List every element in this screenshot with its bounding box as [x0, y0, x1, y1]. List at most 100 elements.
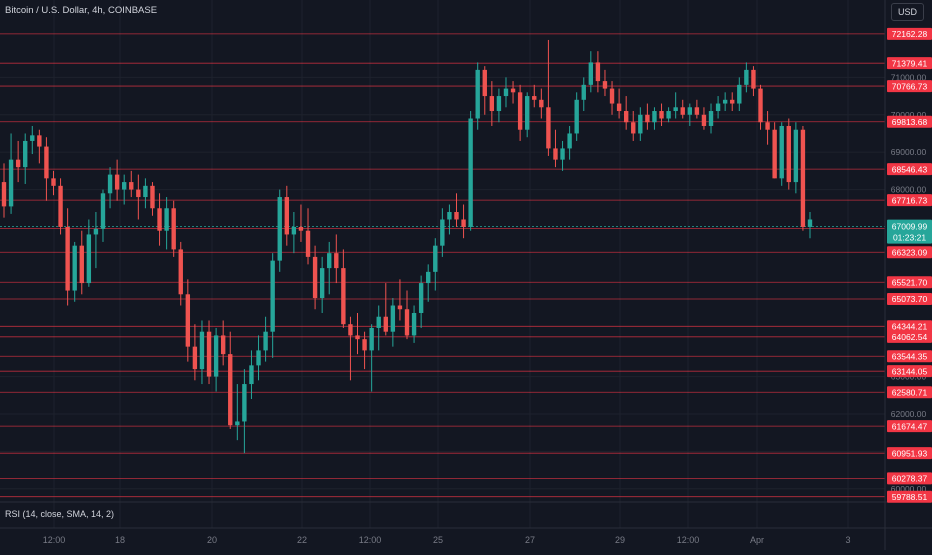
current-price-bg [887, 219, 932, 244]
candle-body [8, 159, 14, 207]
candle [65, 208, 70, 306]
candle-body [475, 69, 480, 119]
candle-body [602, 81, 608, 89]
y-tick-label: 69000.00 [891, 147, 927, 157]
level-label-bg [887, 276, 932, 289]
candle-body [291, 226, 297, 235]
candle-body [532, 96, 537, 100]
level-label-text: 72162.28 [892, 29, 928, 39]
candle [553, 129, 558, 168]
candle [228, 331, 233, 429]
level-label-text: 66323.09 [892, 247, 928, 257]
candle-body [305, 230, 311, 257]
level-price-label: 72162.28 [887, 27, 932, 40]
level-label-text: 68546.43 [892, 164, 928, 174]
level-label-bg [887, 490, 932, 503]
x-tick-label: 20 [207, 535, 217, 545]
candle-body [567, 133, 572, 149]
x-tick-label: 12:00 [677, 535, 700, 545]
candle-body [694, 107, 700, 115]
candle [525, 92, 530, 138]
candle [79, 230, 84, 295]
candle [722, 92, 728, 112]
candle [708, 103, 714, 134]
currency-selector[interactable]: USD [891, 3, 924, 21]
candle-body [30, 135, 35, 141]
candle-body [65, 226, 70, 291]
candle [440, 208, 445, 257]
candle [30, 125, 35, 155]
level-price-label: 59788.51 [887, 490, 932, 503]
candle [468, 111, 473, 231]
candle [51, 170, 56, 196]
candle [277, 189, 282, 272]
level-label-bg [887, 57, 932, 70]
candle-body [581, 84, 586, 100]
candle [58, 178, 63, 235]
candle [376, 305, 381, 351]
level-label-bg [887, 80, 932, 93]
candle-body [793, 129, 799, 183]
level-label-bg [887, 386, 932, 399]
candle-body [249, 365, 254, 385]
candle-body [100, 193, 106, 229]
candle [263, 316, 268, 362]
candle [185, 279, 191, 362]
candle [397, 279, 403, 321]
candle [694, 99, 700, 119]
candle-body [334, 253, 339, 269]
level-price-label: 63544.35 [887, 350, 932, 363]
candle [334, 234, 339, 284]
candle-body [72, 245, 77, 291]
candle [652, 107, 657, 130]
candle [150, 182, 155, 216]
candle-body [107, 174, 113, 194]
candle [567, 125, 572, 160]
level-label-bg [887, 115, 932, 128]
candle [114, 159, 120, 201]
level-label-text: 71379.41 [892, 58, 928, 68]
candle-body [744, 69, 749, 85]
candle [404, 290, 410, 340]
y-tick-label: 62000.00 [891, 409, 927, 419]
candle-body [129, 182, 134, 190]
candle-body [397, 305, 403, 310]
candle-body [157, 208, 162, 231]
level-label-bg [887, 246, 932, 259]
candle-body [376, 316, 381, 328]
level-label-text: 67716.73 [892, 195, 928, 205]
level-price-label: 64344.21 [887, 320, 932, 333]
candle [433, 238, 438, 291]
candle [23, 133, 28, 184]
x-tick-label: 3 [845, 535, 850, 545]
candle-body [93, 228, 99, 235]
candle [270, 253, 275, 358]
level-price-label: 69813.68 [887, 115, 932, 128]
candle [8, 133, 14, 214]
candle [199, 320, 205, 385]
candle-body [595, 62, 601, 82]
level-label-bg [887, 472, 932, 485]
candle [807, 212, 813, 239]
candle [489, 81, 495, 126]
candle [355, 312, 360, 355]
candle-body [659, 111, 664, 119]
candle-body [242, 384, 247, 422]
rsi-indicator-label[interactable]: RSI (14, close, SMA, 14, 2) [5, 509, 115, 519]
candle [143, 178, 148, 209]
candle [645, 103, 650, 130]
candle-body [277, 197, 282, 261]
candle [510, 81, 516, 104]
level-label-text: 65073.70 [892, 294, 928, 304]
candle [772, 122, 777, 179]
candle [235, 384, 240, 441]
candle [348, 316, 353, 381]
candle [482, 66, 487, 115]
candle [312, 245, 318, 310]
candle [503, 77, 509, 108]
candle-body [765, 122, 770, 130]
candle [737, 77, 742, 112]
